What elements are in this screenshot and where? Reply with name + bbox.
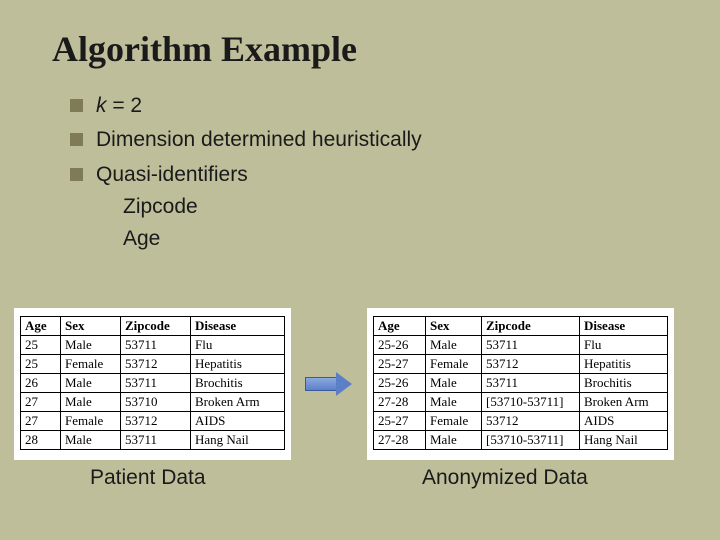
left-tbody: 25Male53711Flu25Female53712Hepatitis26Ma… (21, 336, 285, 450)
td: [53710-53711] (482, 393, 580, 412)
sub-item-zipcode: Zipcode (123, 193, 668, 221)
td: 53710 (121, 393, 191, 412)
td: Male (426, 336, 482, 355)
td: [53710-53711] (482, 431, 580, 450)
bullet-item-k: k = 2 (70, 92, 668, 120)
table-row: 25-27Female53712Hepatitis (374, 355, 668, 374)
left-table-wrap: Age Sex Zipcode Disease 25Male53711Flu25… (14, 308, 291, 460)
th: Zipcode (482, 317, 580, 336)
table-row: 25Male53711Flu (21, 336, 285, 355)
td: Hang Nail (191, 431, 285, 450)
td: 27 (21, 412, 61, 431)
td: Male (426, 374, 482, 393)
caption-right: Anonymized Data (422, 466, 588, 490)
table-header-row: Age Sex Zipcode Disease (374, 317, 668, 336)
td: Female (61, 412, 121, 431)
th: Zipcode (121, 317, 191, 336)
td: Hang Nail (580, 431, 668, 450)
anonymized-data-table: Age Sex Zipcode Disease 25-26Male53711Fl… (373, 316, 668, 450)
td: 53712 (121, 355, 191, 374)
td: 53711 (121, 431, 191, 450)
td: Broken Arm (580, 393, 668, 412)
td: 53711 (121, 336, 191, 355)
caption-left: Patient Data (90, 466, 206, 490)
arrow-right-icon (305, 372, 353, 396)
td: 25-26 (374, 336, 426, 355)
sub-item-age: Age (123, 225, 668, 253)
table-header-row: Age Sex Zipcode Disease (21, 317, 285, 336)
table-row: 25-26Male53711Flu (374, 336, 668, 355)
td: 53711 (482, 374, 580, 393)
th: Sex (426, 317, 482, 336)
td: 27-28 (374, 431, 426, 450)
table-row: 26Male53711Brochitis (21, 374, 285, 393)
td: Female (426, 412, 482, 431)
td: 53712 (121, 412, 191, 431)
bullet-label: Quasi-identifiers (96, 163, 248, 186)
td: Flu (191, 336, 285, 355)
td: 27-28 (374, 393, 426, 412)
tables-row: Age Sex Zipcode Disease 25Male53711Flu25… (14, 308, 706, 460)
td: Hepatitis (191, 355, 285, 374)
td: Brochitis (580, 374, 668, 393)
td: Male (61, 336, 121, 355)
td: Brochitis (191, 374, 285, 393)
td: Flu (580, 336, 668, 355)
table-row: 25Female53712Hepatitis (21, 355, 285, 374)
th: Age (21, 317, 61, 336)
sub-bullet-list: Zipcode Age (96, 193, 668, 254)
table-row: 25-27Female53712AIDS (374, 412, 668, 431)
td: 25-27 (374, 355, 426, 374)
td: 26 (21, 374, 61, 393)
k-value: = 2 (107, 94, 143, 117)
table-row: 27Male53710Broken Arm (21, 393, 285, 412)
table-row: 27Female53712AIDS (21, 412, 285, 431)
th: Age (374, 317, 426, 336)
td: 25 (21, 355, 61, 374)
th: Disease (191, 317, 285, 336)
td: Female (426, 355, 482, 374)
td: 28 (21, 431, 61, 450)
th: Disease (580, 317, 668, 336)
right-table-wrap: Age Sex Zipcode Disease 25-26Male53711Fl… (367, 308, 674, 460)
td: Male (426, 393, 482, 412)
table-row: 25-26Male53711Brochitis (374, 374, 668, 393)
right-tbody: 25-26Male53711Flu25-27Female53712Hepatit… (374, 336, 668, 450)
patient-data-table: Age Sex Zipcode Disease 25Male53711Flu25… (20, 316, 285, 450)
td: 53712 (482, 355, 580, 374)
td: AIDS (580, 412, 668, 431)
td: 53712 (482, 412, 580, 431)
slide: Algorithm Example k = 2 Dimension determ… (0, 0, 720, 540)
th: Sex (61, 317, 121, 336)
table-row: 27-28Male[53710-53711]Hang Nail (374, 431, 668, 450)
td: Male (61, 393, 121, 412)
table-row: 27-28Male[53710-53711]Broken Arm (374, 393, 668, 412)
table-row: 28Male53711Hang Nail (21, 431, 285, 450)
bullet-item-quasi: Quasi-identifiers Zipcode Age (70, 161, 668, 254)
slide-title: Algorithm Example (52, 28, 668, 70)
td: Hepatitis (580, 355, 668, 374)
td: 53711 (121, 374, 191, 393)
td: 25 (21, 336, 61, 355)
arrow-block (305, 372, 353, 396)
bullet-item-dimension: Dimension determined heuristically (70, 126, 668, 154)
td: Broken Arm (191, 393, 285, 412)
td: Female (61, 355, 121, 374)
td: Male (61, 374, 121, 393)
bullet-list: k = 2 Dimension determined heuristically… (52, 92, 668, 254)
td: 25-27 (374, 412, 426, 431)
td: Male (61, 431, 121, 450)
td: 53711 (482, 336, 580, 355)
td: 27 (21, 393, 61, 412)
td: Male (426, 431, 482, 450)
td: 25-26 (374, 374, 426, 393)
k-variable: k (96, 94, 107, 117)
td: AIDS (191, 412, 285, 431)
